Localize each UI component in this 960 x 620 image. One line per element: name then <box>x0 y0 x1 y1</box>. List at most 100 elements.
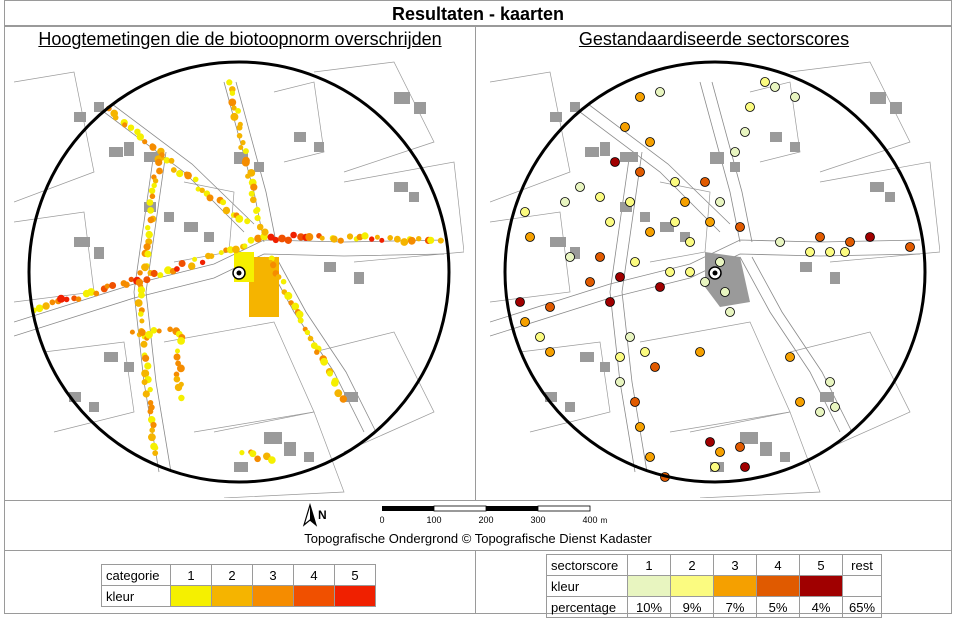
building <box>314 142 324 152</box>
building <box>344 392 358 402</box>
parcel-line <box>789 331 911 453</box>
measurement-point <box>238 145 244 150</box>
measurement-point <box>129 329 135 335</box>
measurement-point <box>150 327 158 334</box>
sector-score-point <box>640 347 650 357</box>
legend-score-2: 2 <box>670 554 714 576</box>
measurement-point <box>178 260 186 267</box>
measurement-point <box>319 235 325 241</box>
measurement-point <box>241 158 250 167</box>
measurement-point <box>192 256 198 262</box>
north-label: N <box>318 508 327 522</box>
sector-score-point <box>695 347 705 357</box>
measurement-point <box>250 183 258 191</box>
building <box>820 392 834 402</box>
building <box>710 152 724 164</box>
measurement-point <box>174 383 183 392</box>
parcel-line <box>313 331 435 453</box>
measurement-point <box>149 143 157 151</box>
sector-score-point <box>845 237 855 247</box>
measurement-point <box>416 236 422 242</box>
measurement-point <box>75 296 82 302</box>
measurement-point <box>242 148 249 155</box>
panel-divider <box>475 26 476 500</box>
measurement-point <box>147 386 153 393</box>
legend-score-swatch-5 <box>799 575 843 597</box>
building <box>124 362 134 372</box>
measurement-point <box>270 261 277 269</box>
measurement-point <box>261 228 269 236</box>
sector-score-point <box>625 197 635 207</box>
measurement-point <box>304 329 311 336</box>
sector-score-point <box>840 247 850 257</box>
measurement-point <box>254 234 262 243</box>
sector-score-point <box>595 252 605 262</box>
parcel-line <box>173 181 235 263</box>
sector-score-point <box>700 177 710 187</box>
building <box>640 212 650 222</box>
measurement-point <box>93 290 100 297</box>
measurement-point <box>400 238 409 246</box>
parcel-line <box>213 411 345 498</box>
sector-score-point <box>545 347 555 357</box>
sector-score-point <box>710 462 720 472</box>
title-divider <box>4 26 952 27</box>
sector-score-point <box>610 157 620 167</box>
measurement-point <box>141 263 149 272</box>
measurement-point <box>184 171 192 180</box>
building-block <box>705 252 750 307</box>
measurement-point <box>192 176 199 183</box>
measurement-point <box>143 243 151 251</box>
measurement-point <box>235 108 242 114</box>
measurement-point <box>228 98 237 107</box>
measurement-point <box>307 335 314 342</box>
measurement-point <box>249 450 257 458</box>
measurement-point <box>123 281 130 288</box>
building <box>730 162 740 172</box>
sector-score-point <box>625 332 635 342</box>
measurement-point <box>387 235 394 241</box>
measurement-point <box>394 235 401 243</box>
building <box>830 272 840 284</box>
building <box>394 182 408 192</box>
building <box>600 362 610 372</box>
legend-percentage-5: 4% <box>799 596 843 618</box>
measurement-point <box>247 236 255 244</box>
legend-percentage-3: 7% <box>713 596 757 618</box>
building <box>800 262 812 272</box>
page-title: Resultaten - kaarten <box>4 2 952 26</box>
sector-score-point <box>760 77 770 87</box>
building <box>409 192 419 202</box>
measurement-point <box>220 199 227 206</box>
building <box>184 222 198 232</box>
building <box>620 152 638 162</box>
measurement-point <box>146 199 154 206</box>
sector-score-point <box>905 242 915 252</box>
measurement-point <box>153 445 159 451</box>
measurement-point <box>173 375 181 383</box>
sector-score-point <box>815 407 825 417</box>
sector-score-point <box>655 282 665 292</box>
measurement-point <box>256 223 264 231</box>
scale-tick-300: 300 <box>530 515 545 525</box>
measurement-point <box>145 225 151 231</box>
building <box>550 237 566 247</box>
building <box>234 462 248 472</box>
sector-score-point <box>620 122 630 132</box>
sector-score-point <box>735 222 745 232</box>
measurement-point <box>138 291 145 299</box>
measurement-point <box>87 288 96 296</box>
measurement-point <box>250 196 257 204</box>
building <box>620 202 632 212</box>
measurement-point <box>163 157 170 164</box>
sector-score-point <box>635 167 645 177</box>
results-frame <box>4 0 952 614</box>
legend-swatch-4 <box>293 585 335 607</box>
radius-circle <box>503 60 927 484</box>
building <box>324 262 336 272</box>
measurement-point <box>272 236 279 244</box>
sector-score-point <box>735 442 745 452</box>
measurement-point <box>142 390 150 398</box>
parcel-line <box>689 411 821 498</box>
parcel-line <box>490 211 571 303</box>
